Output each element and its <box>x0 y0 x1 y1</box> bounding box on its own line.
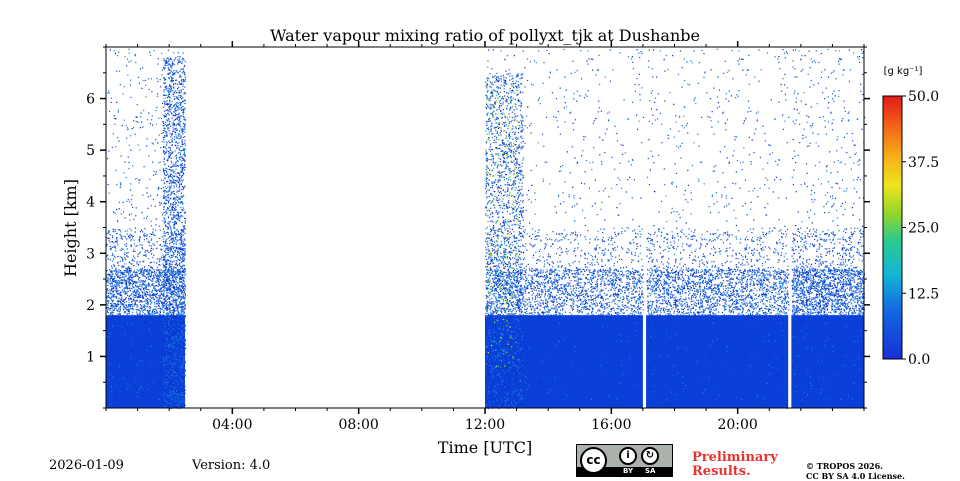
cc-by-label: BY <box>623 467 634 475</box>
footer-version: Version: 4.0 <box>192 458 271 473</box>
by-icon: i <box>619 447 637 465</box>
license-line2: CC BY SA 4.0 License. <box>806 471 905 481</box>
colorbar-gradient <box>882 95 903 360</box>
y-tick-label: 2 <box>86 298 95 314</box>
x-tick-label: 16:00 <box>591 417 631 433</box>
colorbar-tick-label: 25.0 <box>908 221 939 237</box>
y-tick-label: 1 <box>86 349 95 365</box>
x-axis-label: Time [UTC] <box>438 438 532 457</box>
x-tick-label: 04:00 <box>212 417 252 433</box>
preliminary-notice: Preliminary Results. <box>692 451 778 479</box>
y-axis-label: Height [km] <box>61 179 80 277</box>
cc-icon: cc <box>580 447 607 474</box>
footer-date: 2026-01-09 <box>49 458 124 473</box>
colorbar-label: [g kg⁻¹] <box>884 66 923 77</box>
cc-license-badge: cc i ↻ BY SA <box>576 444 673 477</box>
y-tick-label: 4 <box>86 195 95 211</box>
license-line1: © TROPOS 2026. <box>806 461 883 471</box>
plot-area <box>106 48 866 410</box>
y-tick-label: 3 <box>86 246 95 262</box>
axes: 04:00 08:00 12:00 16:00 20:00 1 2 3 4 5 6 <box>86 41 870 433</box>
x-tick-label: 08:00 <box>338 417 378 433</box>
high-value-points-0 <box>485 85 518 367</box>
colorbar-tick-label: 37.5 <box>908 155 939 171</box>
sa-icon: ↻ <box>641 447 659 465</box>
chart-title: Water vapour mixing ratio of pollyxt_tjk… <box>270 26 700 45</box>
license-notice: © TROPOS 2026. CC BY SA 4.0 License. <box>806 461 905 481</box>
x-tick-label: 12:00 <box>465 417 505 433</box>
data-segment-1 <box>485 315 643 408</box>
data-segment-0 <box>106 315 185 408</box>
colorbar: 0.0 12.5 25.0 37.5 50.0 <box>882 89 939 368</box>
colorbar-tick-label: 0.0 <box>908 352 930 368</box>
y-tick-label: 6 <box>86 92 95 108</box>
y-tick-label: 5 <box>86 143 95 159</box>
colorbar-tick-label: 50.0 <box>908 89 939 105</box>
x-tick-label: 20:00 <box>717 417 757 433</box>
cc-sa-label: SA <box>645 467 656 475</box>
data-segment-2 <box>646 315 789 408</box>
colorbar-tick-label: 12.5 <box>908 286 939 302</box>
cc-badge-strip <box>577 467 672 476</box>
preliminary-line2: Results. <box>692 464 751 479</box>
preliminary-line1: Preliminary <box>692 450 778 465</box>
data-segment-3 <box>791 315 864 408</box>
